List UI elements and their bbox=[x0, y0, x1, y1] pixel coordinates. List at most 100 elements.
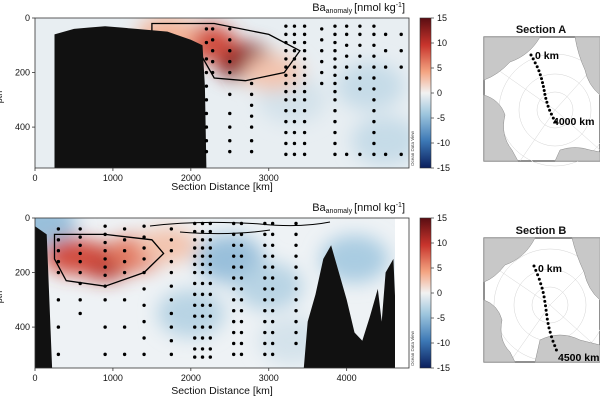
station-sample bbox=[239, 254, 244, 258]
colorbar-tick-label: 0 bbox=[437, 288, 442, 298]
station-sample bbox=[78, 270, 82, 275]
station-sample bbox=[302, 109, 307, 113]
colorbar-b-title: Baanomaly [nmol kg-1] bbox=[312, 202, 405, 215]
station-sample bbox=[284, 130, 288, 135]
station-sample bbox=[333, 57, 337, 61]
map-b-title: Section B bbox=[516, 225, 567, 237]
station-sample bbox=[208, 238, 213, 242]
station-sample bbox=[263, 319, 267, 324]
colorbar-tick-label: 15 bbox=[437, 213, 447, 223]
station-sample bbox=[142, 287, 146, 291]
station-sample bbox=[333, 24, 337, 28]
station-sample bbox=[302, 81, 307, 86]
station-sample bbox=[292, 32, 297, 37]
station-sample bbox=[372, 54, 376, 58]
station-sample bbox=[294, 221, 298, 226]
station-sample bbox=[122, 249, 127, 253]
station-sample bbox=[320, 70, 324, 75]
station-sample bbox=[270, 309, 275, 313]
station-sample bbox=[292, 73, 297, 77]
station-sample bbox=[333, 32, 337, 37]
x-tick-label: 1000 bbox=[103, 373, 123, 383]
station-sample bbox=[231, 265, 236, 269]
station-sample bbox=[292, 24, 297, 28]
station-sample bbox=[231, 232, 236, 237]
station-sample bbox=[344, 152, 349, 157]
station-sample bbox=[210, 38, 215, 42]
map-station bbox=[553, 120, 557, 124]
station-sample bbox=[78, 281, 82, 286]
colorbar-a-title: Baanomaly [nmol kg-1] bbox=[312, 2, 405, 15]
map-station bbox=[551, 116, 555, 120]
station-sample bbox=[320, 27, 324, 31]
station-sample bbox=[200, 221, 205, 226]
station-sample bbox=[193, 221, 197, 226]
station-sample bbox=[231, 243, 236, 247]
station-sample bbox=[169, 227, 174, 231]
station-sample bbox=[193, 347, 197, 351]
station-sample bbox=[292, 81, 297, 86]
station-sample bbox=[344, 54, 349, 58]
station-sample bbox=[193, 336, 197, 340]
bathymetry-b bbox=[35, 226, 409, 368]
station-sample bbox=[292, 65, 297, 69]
station-sample bbox=[193, 292, 197, 297]
station-sample bbox=[200, 270, 205, 275]
station-sample bbox=[228, 38, 232, 42]
station-sample bbox=[200, 262, 205, 267]
station-sample bbox=[358, 54, 362, 58]
station-sample bbox=[56, 249, 61, 253]
station-sample bbox=[320, 81, 324, 86]
station-sample bbox=[372, 119, 376, 124]
station-sample bbox=[204, 139, 209, 143]
station-sample bbox=[333, 65, 337, 69]
station-sample bbox=[169, 352, 174, 357]
map-a-title: Section A bbox=[516, 24, 566, 36]
station-sample bbox=[292, 89, 297, 94]
station-sample bbox=[399, 65, 403, 69]
station-sample bbox=[358, 24, 362, 28]
x-tick-label: 3000 bbox=[259, 373, 279, 383]
station-sample bbox=[204, 70, 209, 75]
map-station bbox=[531, 57, 535, 61]
station-sample bbox=[372, 32, 376, 37]
station-sample bbox=[302, 141, 307, 146]
map-station bbox=[540, 286, 544, 290]
station-sample bbox=[263, 287, 267, 291]
colorbar-tick-label: -10 bbox=[437, 138, 450, 148]
station-sample bbox=[200, 336, 205, 340]
colorbar-b-ticks: 15 10 5 0 -5 -10 -15 bbox=[431, 213, 450, 373]
colorbar-tick-label: 15 bbox=[437, 13, 447, 23]
station-sample bbox=[208, 314, 213, 318]
map-station bbox=[544, 96, 548, 100]
colorbar-tick-label: 0 bbox=[437, 88, 442, 98]
station-sample bbox=[333, 109, 337, 113]
colorbar-a-ticks: 15 10 5 0 -5 -10 -15 bbox=[431, 13, 450, 173]
station-sample bbox=[372, 152, 376, 157]
station-sample bbox=[270, 287, 275, 291]
station-sample bbox=[231, 319, 236, 324]
map-section-a: Section A 0 km 4000 km bbox=[483, 24, 600, 167]
station-sample bbox=[302, 73, 307, 77]
station-sample bbox=[372, 24, 376, 28]
station-sample bbox=[200, 229, 205, 234]
station-sample bbox=[122, 270, 127, 275]
station-sample bbox=[193, 325, 197, 329]
y-tick-label: 0 bbox=[25, 213, 30, 223]
colorbar-tick-label: -5 bbox=[437, 313, 445, 323]
map-section-b: Section B 0 km 4500 km bbox=[483, 225, 600, 364]
map-b-land bbox=[483, 237, 600, 363]
map-station bbox=[550, 335, 553, 339]
station-sample bbox=[294, 287, 298, 291]
y-tick-label: 200 bbox=[15, 68, 30, 78]
station-sample bbox=[239, 319, 244, 324]
station-sample bbox=[231, 352, 236, 357]
station-sample bbox=[56, 270, 61, 275]
station-sample bbox=[200, 281, 205, 286]
station-sample bbox=[169, 249, 174, 253]
station-sample bbox=[239, 265, 244, 269]
x-tick-label: 3000 bbox=[259, 173, 279, 183]
station-sample bbox=[231, 221, 236, 226]
map-station bbox=[546, 322, 550, 325]
station-sample bbox=[122, 259, 127, 264]
